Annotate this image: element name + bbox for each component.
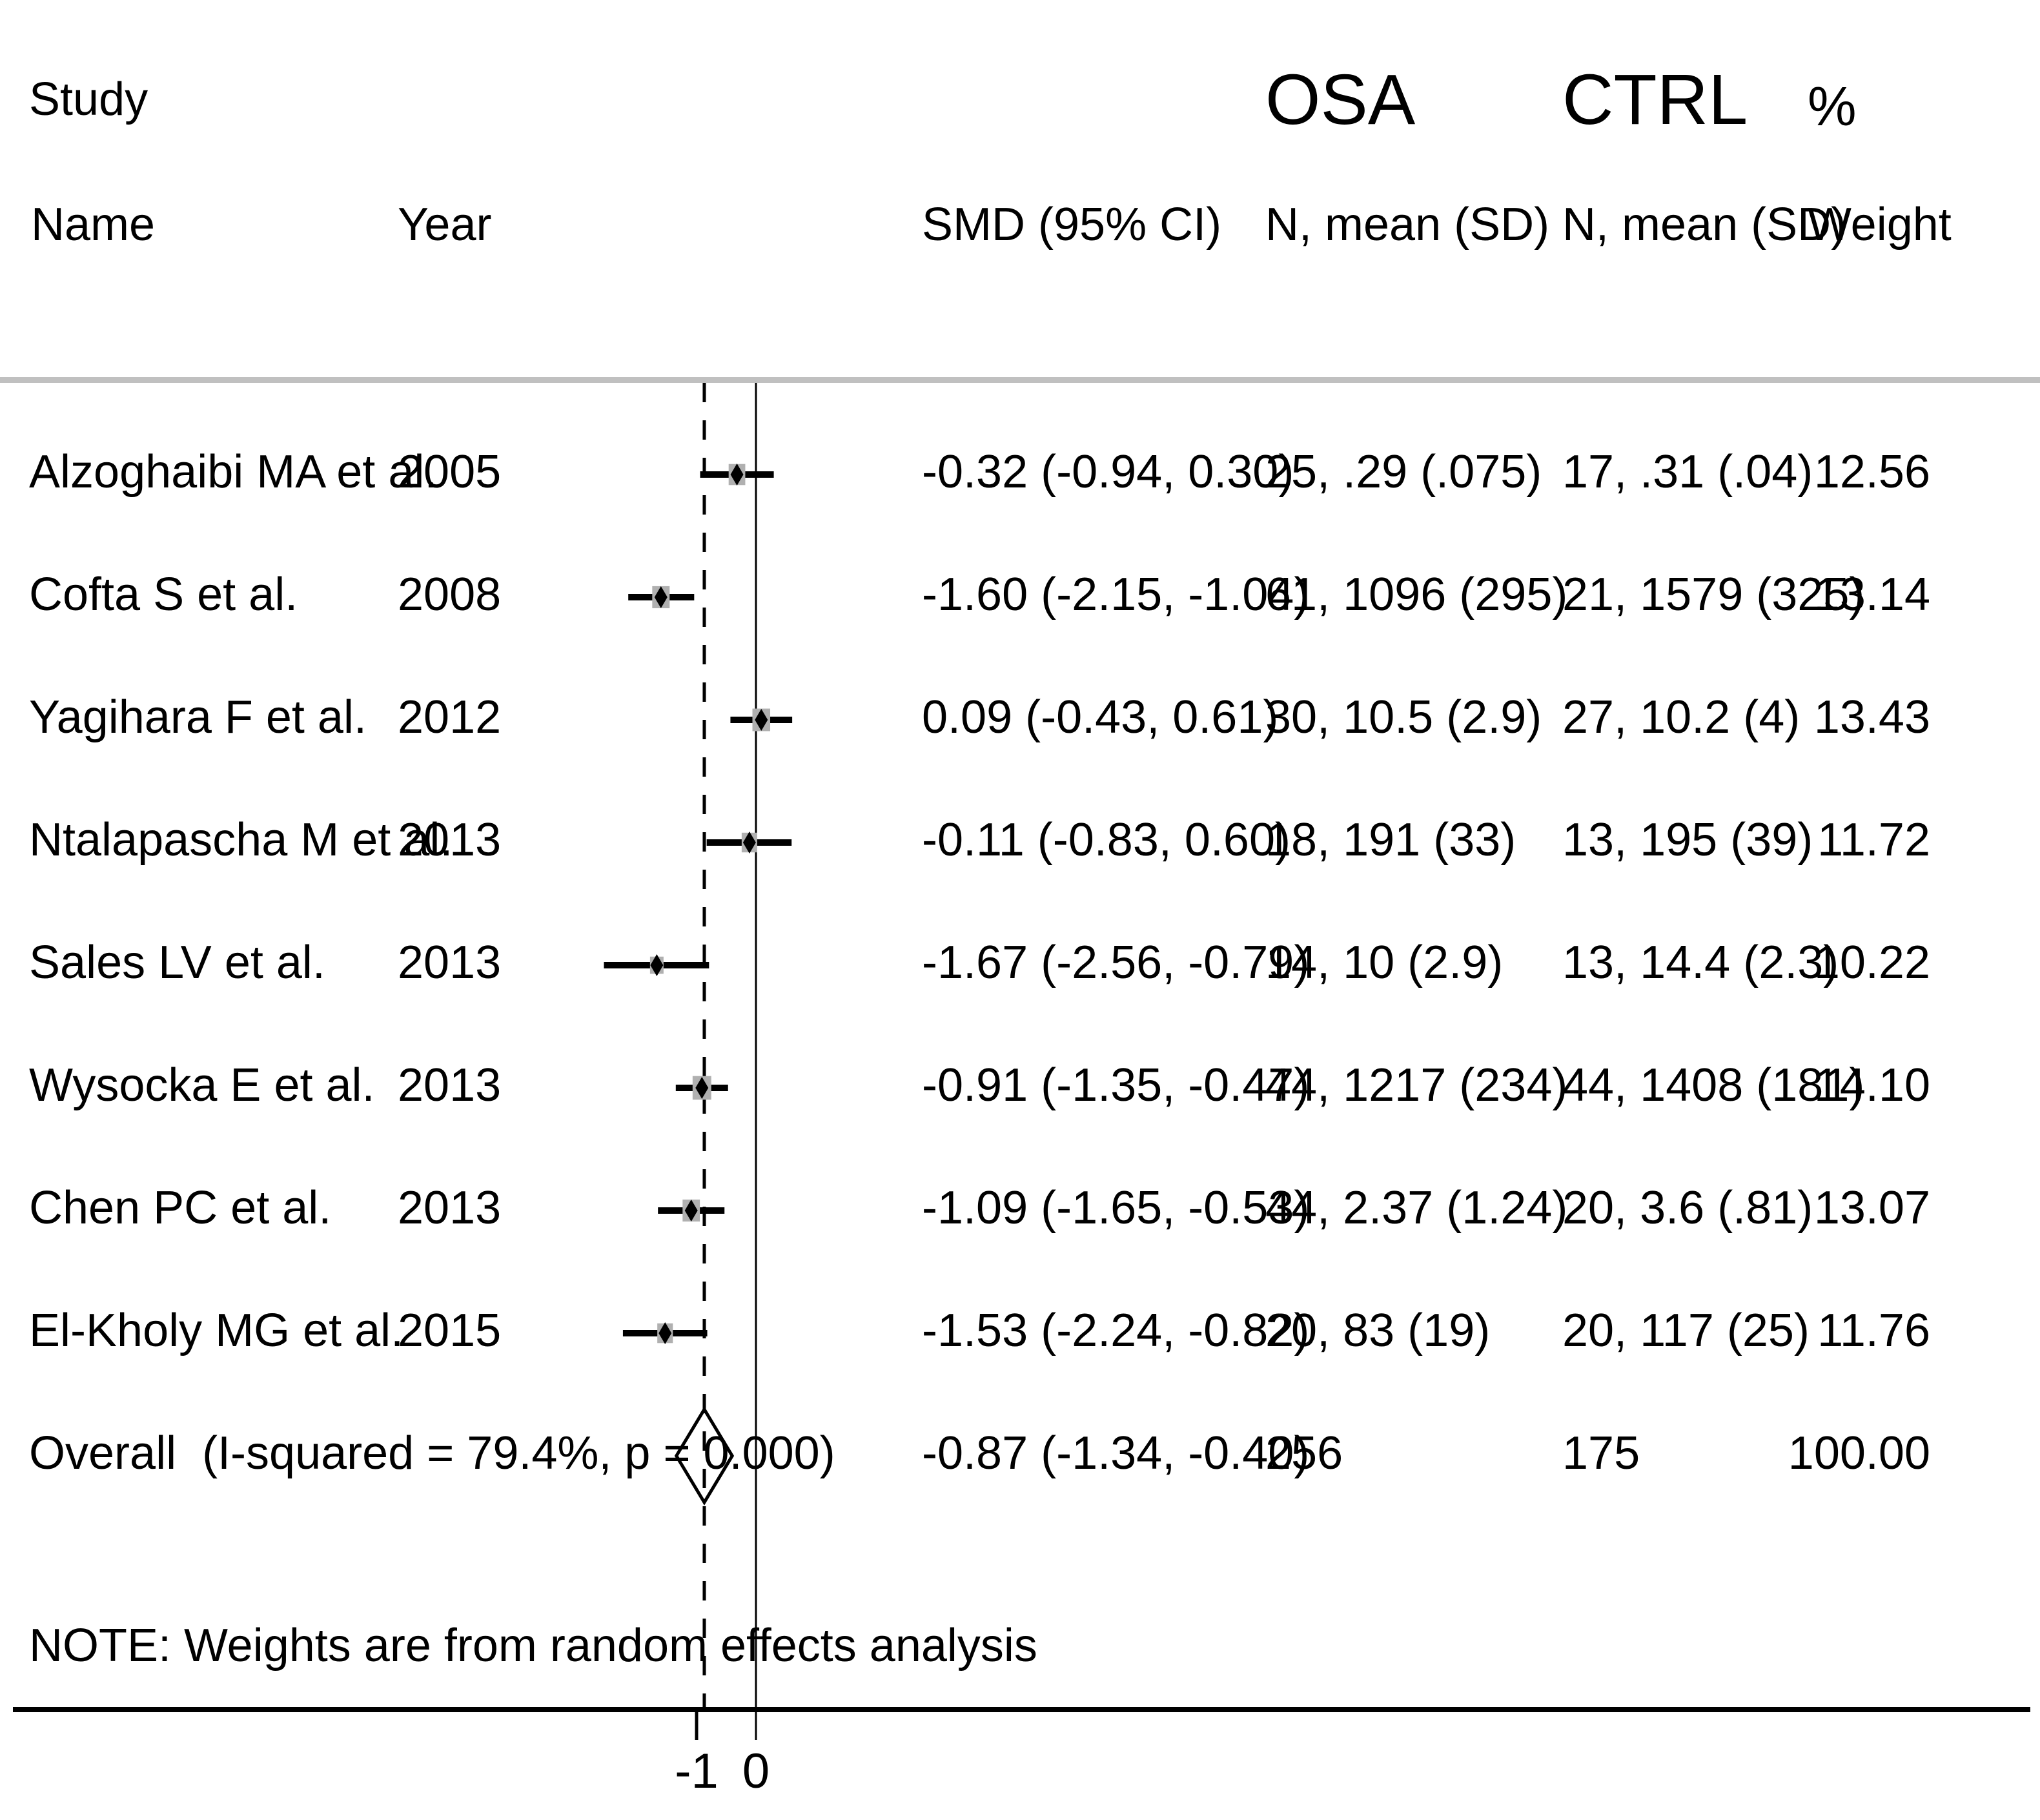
study-name: Chen PC et al. (29, 1182, 332, 1234)
overall-label: Overall (I-squared = 79.4%, p = 0.000) (29, 1427, 835, 1479)
overall-diamond (674, 1406, 735, 1506)
x-axis-tick-label: 0 (742, 1744, 770, 1799)
study-smd-ci: 0.09 (-0.43, 0.61) (922, 691, 1279, 743)
overall-osa-n: 256 (1265, 1427, 1343, 1479)
study-year: 2013 (398, 937, 502, 988)
column-header-weight: Weight (1808, 199, 1952, 251)
study-name: Ntalapascha M et al. (29, 814, 453, 866)
study-smd-ci: -0.91 (-1.35, -0.47) (922, 1059, 1310, 1111)
study-year: 2013 (398, 814, 502, 866)
header-separator-line (0, 377, 2040, 383)
overall-smd-ci: -0.87 (-1.34, -0.40) (922, 1427, 1310, 1479)
study-ctrl-n-mean-sd: 13, 14.4 (2.3) (1562, 937, 1839, 988)
study-osa-n-mean-sd: 44, 2.37 (1.24) (1265, 1182, 1568, 1234)
study-smd-ci: -1.09 (-1.65, -0.53) (922, 1182, 1310, 1234)
column-header-smd: SMD (95% CI) (922, 199, 1222, 251)
study-year: 2008 (398, 569, 502, 620)
study-osa-n-mean-sd: 30, 10.5 (2.9) (1265, 691, 1542, 743)
column-header-year: Year (398, 199, 492, 251)
column-header-percent: % (1808, 76, 1857, 138)
study-smd-ci: -1.67 (-2.56, -0.79) (922, 937, 1310, 988)
study-ctrl-n-mean-sd: 21, 1579 (325) (1562, 569, 1865, 620)
study-weight: 13.14 (1813, 569, 1930, 620)
study-osa-n-mean-sd: 44, 1217 (234) (1265, 1059, 1568, 1111)
study-weight: 12.56 (1813, 446, 1930, 498)
point-estimate-marker (684, 1200, 698, 1222)
study-weight: 14.10 (1813, 1059, 1930, 1111)
study-name: Yagihara F et al. (29, 691, 367, 743)
overall-weight: 100.00 (1788, 1427, 1930, 1479)
study-name: El-Kholy MG et al. (29, 1305, 404, 1356)
study-smd-ci: -0.11 (-0.83, 0.60) (922, 814, 1290, 866)
study-osa-n-mean-sd: 14, 10 (2.9) (1265, 937, 1504, 988)
study-osa-n-mean-sd: 61, 1096 (295) (1265, 569, 1568, 620)
study-weight: 13.07 (1813, 1182, 1930, 1234)
study-name: Sales LV et al. (29, 937, 325, 988)
column-header-osa-n: N, mean (SD) (1265, 199, 1550, 251)
point-estimate-marker (730, 464, 744, 486)
column-header-ctrl-n: N, mean (SD) (1562, 199, 1847, 251)
x-axis-line (13, 1707, 2030, 1712)
study-name: Cofta S et al. (29, 569, 298, 620)
study-smd-ci: -0.32 (-0.94, 0.30) (922, 446, 1294, 498)
study-ctrl-n-mean-sd: 13, 195 (39) (1562, 814, 1813, 866)
study-year: 2013 (398, 1059, 502, 1111)
study-year: 2013 (398, 1182, 502, 1234)
study-weight: 10.22 (1813, 937, 1930, 988)
overall-ctrl-n: 175 (1562, 1427, 1640, 1479)
study-weight: 11.76 (1817, 1305, 1930, 1356)
study-year: 2015 (398, 1305, 502, 1356)
group-header-osa: OSA (1265, 60, 1416, 139)
study-weight: 11.72 (1817, 814, 1930, 866)
x-axis-tick-label: -1 (675, 1744, 719, 1799)
point-estimate-marker (650, 954, 664, 976)
study-name: Alzoghaibi MA et al. (29, 446, 438, 498)
study-name: Wysocka E et al. (29, 1059, 375, 1111)
study-osa-n-mean-sd: 20, 83 (19) (1265, 1305, 1491, 1356)
study-smd-ci: -1.60 (-2.15, -1.04) (922, 569, 1310, 620)
study-osa-n-mean-sd: 25, .29 (.075) (1265, 446, 1542, 498)
study-year: 2012 (398, 691, 502, 743)
study-smd-ci: -1.53 (-2.24, -0.82) (922, 1305, 1310, 1356)
study-ctrl-n-mean-sd: 20, 117 (25) (1562, 1305, 1810, 1356)
point-estimate-marker (695, 1077, 709, 1099)
point-estimate-marker (755, 709, 768, 731)
group-header-ctrl: CTRL (1562, 60, 1748, 139)
point-estimate-marker (658, 1322, 672, 1344)
study-ctrl-n-mean-sd: 44, 1408 (181) (1562, 1059, 1865, 1111)
study-ctrl-n-mean-sd: 27, 10.2 (4) (1562, 691, 1800, 743)
study-ctrl-n-mean-sd: 17, .31 (.04) (1562, 446, 1813, 498)
study-year: 2005 (398, 446, 502, 498)
note-text: NOTE: Weights are from random effects an… (29, 1620, 1037, 1672)
study-osa-n-mean-sd: 18, 191 (33) (1265, 814, 1516, 866)
point-estimate-marker (742, 832, 756, 854)
point-estimate-marker (654, 586, 668, 608)
column-header-study: Study (29, 74, 148, 125)
study-ctrl-n-mean-sd: 20, 3.6 (.81) (1562, 1182, 1813, 1234)
column-header-name: Name (31, 199, 156, 251)
study-weight: 13.43 (1813, 691, 1930, 743)
